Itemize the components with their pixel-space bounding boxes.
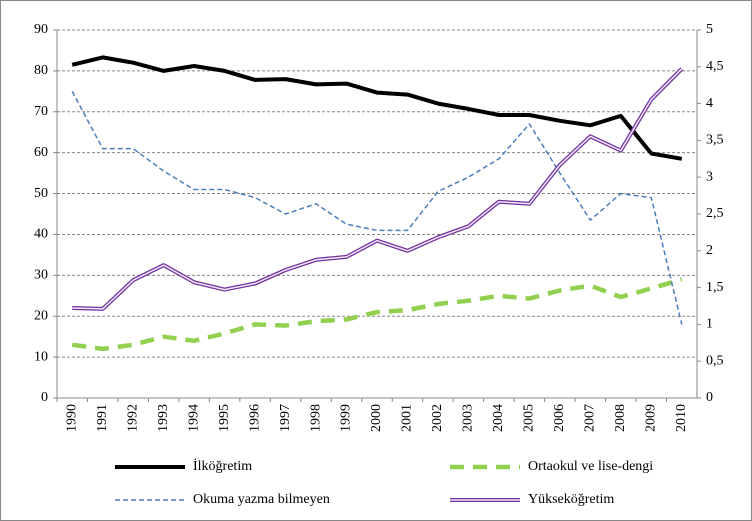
y-tick-label: 80 (34, 63, 48, 78)
y2-tick-label: 1,5 (706, 280, 724, 295)
y2-tick-label: 1 (706, 317, 713, 332)
x-tick-label: 1997 (278, 404, 293, 432)
y-tick-label: 90 (34, 22, 48, 37)
y2-tick-label: 0,5 (706, 353, 724, 368)
x-tick-label: 2007 (583, 404, 598, 432)
y-tick-label: 60 (34, 145, 48, 160)
x-tick-label: 1999 (339, 404, 354, 432)
legend-label: Okuma yazma bilmeyen (193, 492, 330, 507)
y2-tick-label: 0 (706, 390, 713, 405)
x-tick-label: 2008 (613, 404, 628, 432)
y2-tick-label: 3,5 (706, 133, 724, 148)
series-line (71, 90, 683, 325)
x-tick-label: 2000 (369, 404, 384, 432)
y2-tick-label: 5 (706, 22, 713, 37)
legend-label: İlköğretim (193, 458, 252, 474)
x-tick-label: 1993 (156, 404, 171, 432)
y2-tick-label: 4 (706, 96, 713, 111)
x-tick-label: 1994 (186, 404, 201, 432)
y2-tick-label: 3 (706, 169, 713, 184)
y2-tick-label: 2,5 (706, 206, 724, 221)
x-tick-label: 1996 (247, 404, 262, 432)
y-tick-label: 10 (34, 349, 48, 364)
y-tick-label: 70 (34, 104, 48, 119)
y-tick-label: 50 (34, 186, 48, 201)
x-tick-label: 2004 (491, 404, 506, 432)
y2-tick-label: 4,5 (706, 59, 724, 74)
line-highlight (72, 68, 683, 310)
x-tick-label: 2003 (461, 404, 476, 432)
x-tick-label: 2009 (644, 404, 659, 432)
legend-label: Yükseköğretim (528, 492, 614, 507)
x-tick-label: 2006 (552, 404, 567, 432)
y-tick-label: 30 (34, 268, 48, 283)
y2-tick-label: 2 (706, 243, 713, 258)
series-line (71, 55, 683, 161)
x-tick-label: 2001 (400, 404, 415, 432)
x-tick-label: 2010 (674, 404, 689, 432)
y-tick-label: 0 (41, 390, 48, 405)
x-tick-label: 1995 (217, 404, 232, 432)
x-tick-label: 2005 (522, 404, 537, 432)
series-line (71, 277, 683, 352)
x-tick-label: 1998 (308, 404, 323, 432)
x-tick-label: 1991 (95, 404, 110, 432)
x-tick-label: 2002 (430, 404, 445, 432)
y-tick-label: 40 (34, 227, 48, 242)
x-tick-label: 1992 (125, 404, 140, 432)
y-tick-label: 20 (34, 308, 48, 323)
legend-label: Ortaokul ve lise-dengi (528, 459, 653, 474)
x-tick-label: 1990 (64, 404, 79, 432)
